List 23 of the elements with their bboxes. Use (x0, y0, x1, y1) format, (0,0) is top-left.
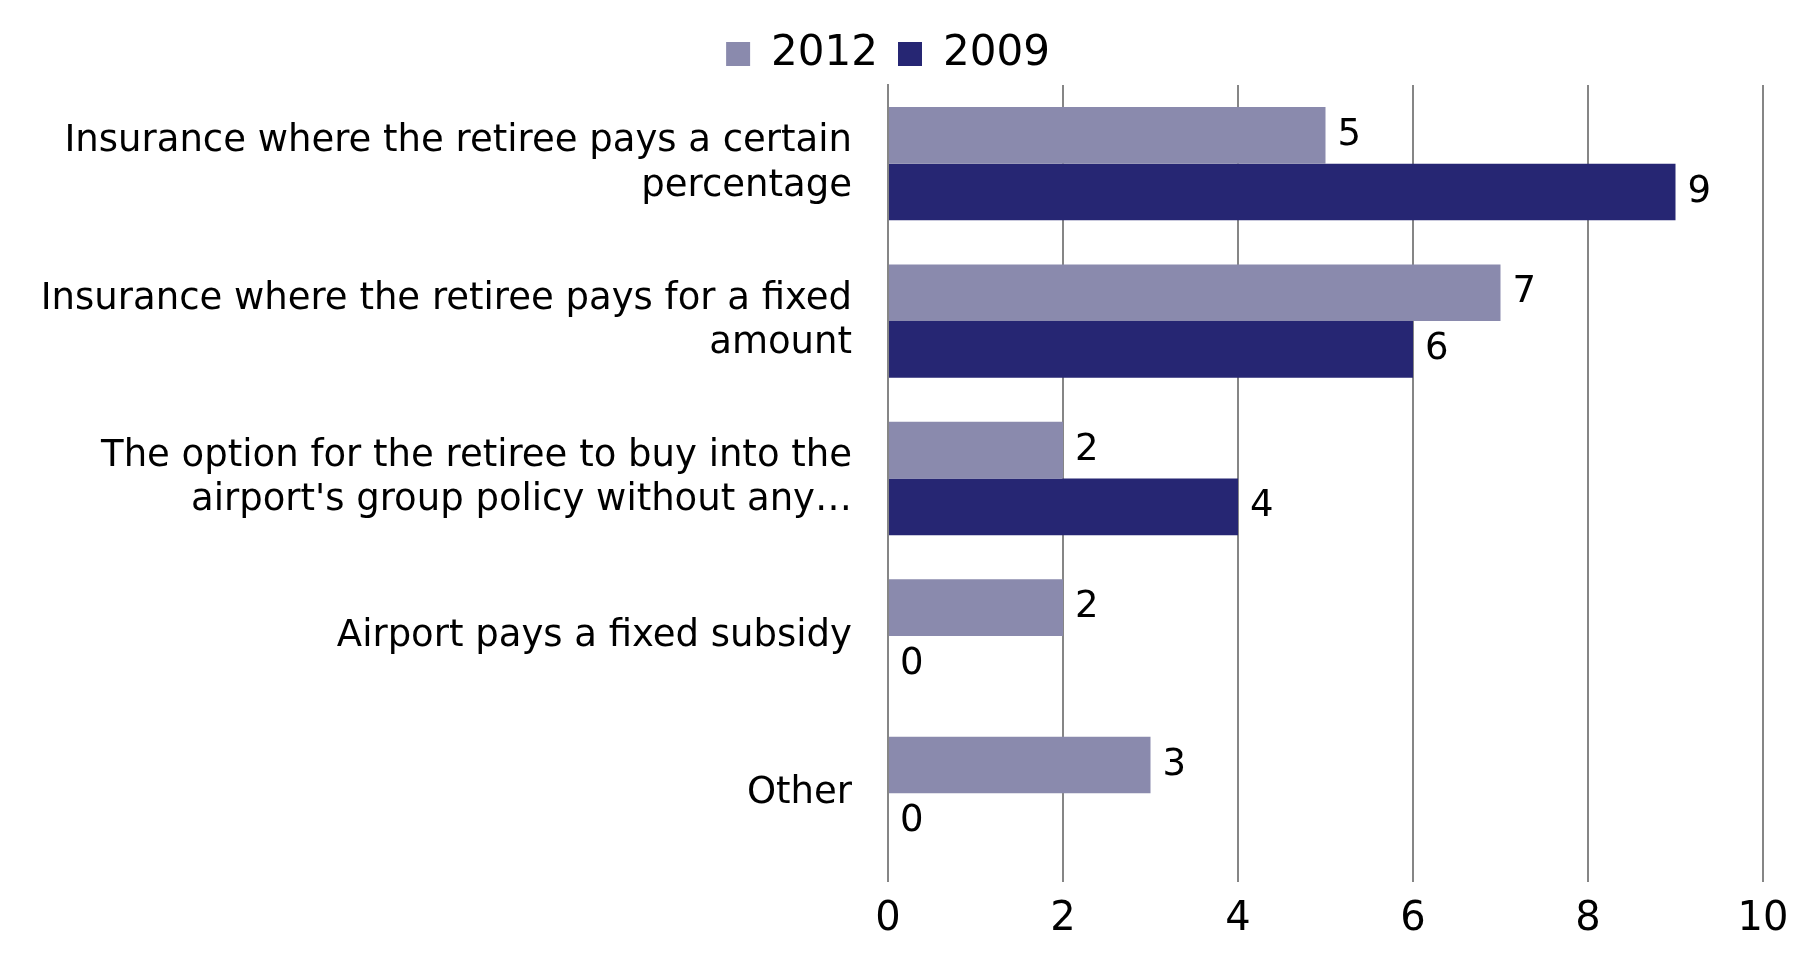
y-tick-label: Insurance where the retiree pays a certain percentage (64, 117, 852, 205)
x-tick-label: 2 (1050, 893, 1076, 940)
y-tick-label: Airport pays a fixed subsidy (336, 611, 852, 655)
data-label: 5 (1337, 110, 1362, 154)
data-label: 0 (900, 797, 924, 841)
data-label: 7 (1512, 268, 1537, 312)
data-label: 3 (1162, 740, 1187, 784)
data-label: 6 (1425, 325, 1449, 369)
x-tick-label: 8 (1575, 893, 1601, 940)
data-label: 0 (900, 639, 924, 683)
legend-label: 2012 (771, 25, 878, 75)
data-label: 9 (1687, 167, 1712, 211)
y-tick-label: Insurance where the retiree pays for a fixed amount (40, 274, 852, 362)
data-label: 2 (1075, 583, 1099, 627)
x-tick-label: 10 (1737, 893, 1789, 940)
y-tick-label: The option for the retiree to buy into the airport's group policy without any… (100, 431, 852, 520)
x-tick-label: 6 (1400, 893, 1426, 940)
legend-label: 2009 (943, 25, 1050, 75)
y-tick-label: Other (746, 768, 853, 812)
data-label: 4 (1250, 482, 1274, 526)
data-label: 2 (1075, 425, 1099, 469)
x-tick-label: 4 (1225, 893, 1251, 940)
x-tick-label: 0 (875, 893, 901, 940)
